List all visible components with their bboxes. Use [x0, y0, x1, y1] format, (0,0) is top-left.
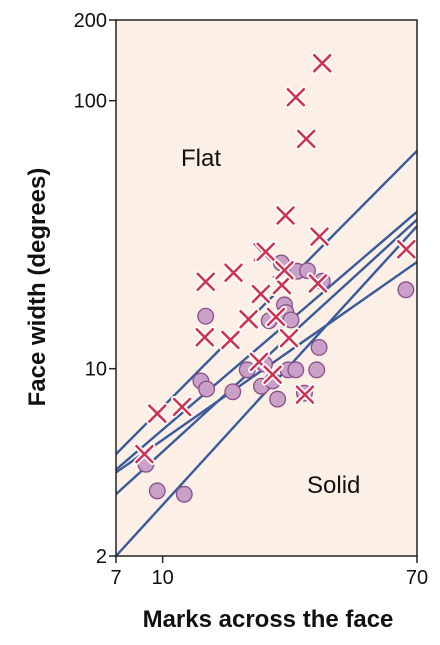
y-tick-label: 10	[85, 359, 107, 381]
cross-point	[249, 282, 272, 305]
cross-point	[274, 204, 297, 227]
data-points	[133, 52, 418, 503]
x-tick-label: 10	[152, 567, 174, 589]
cross-point	[133, 443, 156, 466]
circle-point	[175, 485, 193, 503]
cross-point	[293, 383, 316, 406]
cross-point	[222, 261, 245, 284]
x-axis-title: Marks across the face	[143, 606, 394, 633]
circle-point	[269, 390, 287, 408]
circle-point	[287, 361, 305, 379]
cross-point	[146, 402, 169, 425]
cross-point	[273, 259, 296, 282]
cross-point	[193, 326, 216, 349]
cross-point	[237, 308, 260, 331]
y-tick-label: 200	[74, 10, 107, 32]
circle-point	[148, 482, 166, 500]
circle-point	[397, 281, 415, 299]
fit-line-2	[116, 210, 417, 471]
axis-ticks: 7 10 70 2 10 100 200	[74, 10, 429, 589]
plot-frame	[115, 19, 418, 557]
cross-point	[308, 225, 331, 248]
cross-point	[261, 363, 284, 386]
y-tick-label: 100	[74, 91, 107, 113]
cross-point	[306, 272, 329, 295]
cross-point	[311, 52, 334, 75]
cross-point	[278, 327, 301, 350]
x-tick-label: 7	[110, 567, 121, 589]
circle-point	[224, 383, 242, 401]
x-tick-label: 70	[406, 567, 428, 589]
cross-point	[284, 86, 307, 109]
cross-point	[395, 238, 418, 261]
circle-point	[310, 339, 328, 356]
cross-point	[295, 127, 318, 150]
cross-point	[219, 328, 242, 351]
circle-point	[197, 307, 215, 325]
annotation-flat: Flat	[181, 145, 221, 172]
circle-point	[308, 361, 326, 379]
y-axis-title: Face width (degrees)	[24, 168, 51, 407]
circle-point	[198, 380, 216, 398]
cross-point	[264, 305, 287, 328]
cross-point	[171, 395, 194, 418]
cross-point	[194, 270, 217, 293]
annotation-solid: Solid	[307, 472, 360, 499]
y-tick-label: 2	[96, 546, 107, 568]
cross-point	[254, 240, 277, 263]
